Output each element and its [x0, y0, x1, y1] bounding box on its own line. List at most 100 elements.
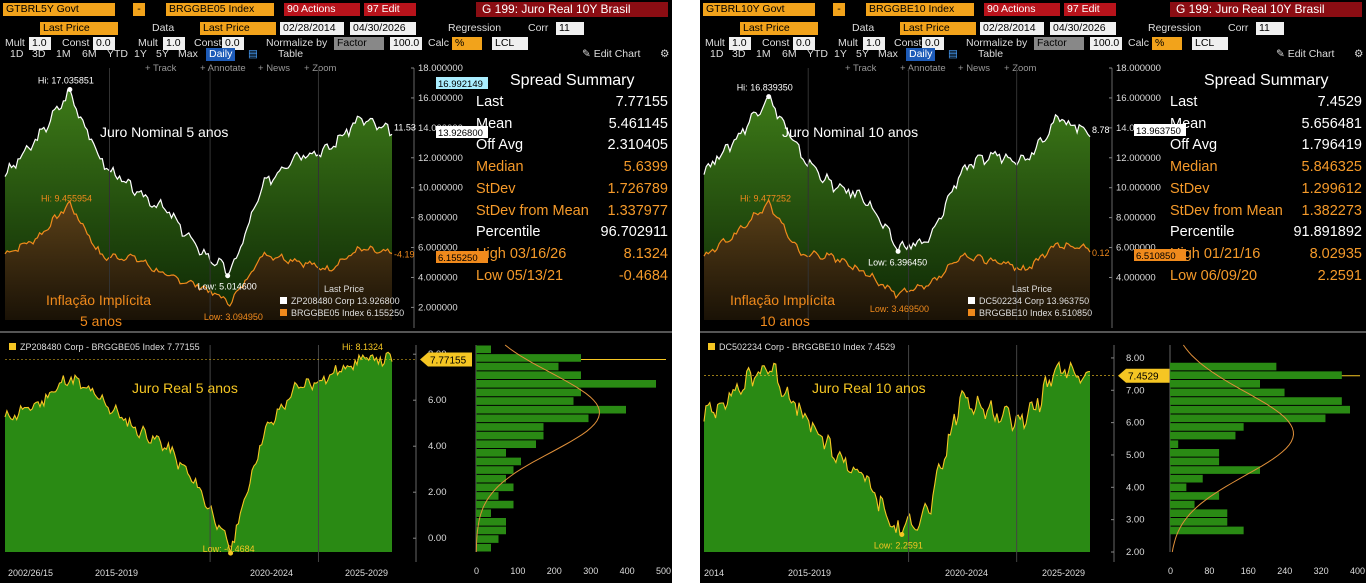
- hist-bar: [476, 354, 581, 362]
- chart-type-icon[interactable]: ▤: [248, 48, 258, 60]
- mult2-input[interactable]: 1.0: [863, 37, 885, 50]
- period-3d-button[interactable]: 3D: [32, 48, 46, 60]
- period-6m-button[interactable]: 6M: [82, 48, 97, 60]
- normalize-checkbox[interactable]: Normalize by: [966, 37, 1028, 49]
- gear-icon[interactable]: ⚙: [660, 48, 670, 60]
- period-1y-button[interactable]: 1Y: [134, 48, 147, 60]
- chart-type-icon[interactable]: ▤: [948, 48, 958, 60]
- mult-label: Mult: [705, 37, 725, 49]
- period-ytd-button[interactable]: YTD: [807, 48, 828, 60]
- hi-marker: [766, 94, 772, 100]
- lcl-select[interactable]: LCL: [492, 37, 528, 50]
- edit-chart-button[interactable]: ✎ Edit Chart: [582, 48, 641, 60]
- corr-input[interactable]: 11: [556, 22, 584, 35]
- factor-select[interactable]: Factor: [334, 37, 384, 50]
- regression-checkbox[interactable]: Regression: [1148, 22, 1202, 34]
- summary-label-6: Percentile: [1170, 224, 1235, 241]
- field2-select[interactable]: Last Price: [200, 22, 276, 35]
- inflation-area: [704, 200, 1090, 320]
- daily-select[interactable]: Daily: [206, 48, 236, 61]
- edit-button[interactable]: 97 Edit: [1064, 3, 1116, 16]
- ticker2-field[interactable]: BRGGBE10 Index: [866, 3, 974, 16]
- legend-entry: BRGGBE05 Index 6.155250: [291, 308, 404, 318]
- lcl-select[interactable]: LCL: [1192, 37, 1228, 50]
- daily-select[interactable]: Daily: [906, 48, 936, 61]
- hist-x-tick-label: 300: [583, 566, 598, 576]
- mult-input[interactable]: 1.0: [729, 37, 751, 50]
- edit-button[interactable]: 97 Edit: [364, 3, 416, 16]
- period-1m-button[interactable]: 1M: [56, 48, 71, 60]
- ticker1-field[interactable]: GTBRL5Y Govt: [3, 3, 115, 16]
- date-end-input[interactable]: 04/30/2026: [1050, 22, 1116, 35]
- gear-icon[interactable]: ⚙: [1354, 48, 1364, 60]
- upper-chart[interactable]: 18.00000016.00000014.00000012.00000010.0…: [0, 0, 672, 340]
- corr-input[interactable]: 11: [1256, 22, 1284, 35]
- lower-y-tick-label: 6.00: [428, 395, 447, 406]
- normalize-checkbox[interactable]: Normalize by: [266, 37, 328, 49]
- tool-track-button[interactable]: + Track: [145, 63, 177, 74]
- inflation-annotation-1: Inflação Implícita: [46, 292, 151, 308]
- calc-select[interactable]: %: [1152, 37, 1182, 50]
- ticker-dropdown[interactable]: -: [833, 3, 845, 16]
- x-tick-label: 2015-2019: [788, 568, 831, 578]
- edit-chart-button[interactable]: ✎ Edit Chart: [1276, 48, 1335, 60]
- table-button[interactable]: Table: [278, 48, 304, 60]
- lower-chart[interactable]: ZP208480 Corp - BRGGBE05 Index 7.77155 Ju…: [0, 0, 672, 583]
- x-tick-label: 2025-2029: [1042, 568, 1085, 578]
- upper-chart[interactable]: 18.00000016.00000014.00000012.00000010.0…: [700, 0, 1366, 340]
- ticker-dropdown[interactable]: -: [133, 3, 145, 16]
- tool-news-button[interactable]: + News: [258, 63, 290, 74]
- field2-select[interactable]: Last Price: [900, 22, 976, 35]
- date-end-input[interactable]: 04/30/2026: [350, 22, 416, 35]
- tool-track-button[interactable]: + Track: [845, 63, 877, 74]
- period-toolbar: 1D 3D 1M 6M YTD 1Y 5Y Max Daily ▤ Table ✎ Edit …: [700, 48, 1366, 61]
- field1-select[interactable]: Last Price: [740, 22, 818, 35]
- date-start-input[interactable]: 02/28/2014: [280, 22, 344, 35]
- ticker2-field[interactable]: BRGGBE05 Index: [166, 3, 274, 16]
- lower-low-label: Low: -0.4684: [203, 544, 255, 554]
- tool-news-button[interactable]: + News: [958, 63, 990, 74]
- period-1d-button[interactable]: 1D: [710, 48, 724, 60]
- const-input[interactable]: 0.0: [93, 37, 115, 50]
- date-start-input[interactable]: 02/28/2014: [980, 22, 1044, 35]
- const-input[interactable]: 0.0: [793, 37, 815, 50]
- hi2-label: Hi: 9.455954: [41, 193, 92, 203]
- actions-button[interactable]: 90 Actions: [284, 3, 360, 16]
- period-ytd-button[interactable]: YTD: [107, 48, 128, 60]
- const2-input[interactable]: 0.0: [922, 37, 944, 50]
- mult2-input[interactable]: 1.0: [163, 37, 185, 50]
- tool-annotate-button[interactable]: + Annotate: [900, 63, 946, 74]
- period-3d-button[interactable]: 3D: [732, 48, 746, 60]
- period-1y-button[interactable]: 1Y: [834, 48, 847, 60]
- tool-annotate-button[interactable]: + Annotate: [200, 63, 246, 74]
- calc-select[interactable]: %: [452, 37, 482, 50]
- hist-x-tick-label: 500: [656, 566, 671, 576]
- factor-input[interactable]: 100.0: [1090, 37, 1122, 50]
- value-tag: [436, 126, 488, 138]
- period-max-button[interactable]: Max: [878, 48, 898, 60]
- period-1d-button[interactable]: 1D: [10, 48, 24, 60]
- mult-input[interactable]: 1.0: [29, 37, 51, 50]
- factor-select[interactable]: Factor: [1034, 37, 1084, 50]
- ticker1-field[interactable]: GTBRL10Y Govt: [703, 3, 815, 16]
- real-rate-area: [5, 352, 392, 554]
- period-6m-button[interactable]: 6M: [782, 48, 797, 60]
- tool-zoom-button[interactable]: + Zoom: [304, 63, 337, 74]
- data-label: Data: [852, 22, 875, 34]
- hist-x-tick-label: 0: [1168, 566, 1173, 576]
- period-1m-button[interactable]: 1M: [756, 48, 771, 60]
- table-button[interactable]: Table: [978, 48, 1004, 60]
- last-value-tag: [420, 352, 472, 367]
- lower-chart[interactable]: DC502234 Corp - BRGGBE10 Index 7.4529 Jur…: [700, 0, 1366, 583]
- field1-select[interactable]: Last Price: [40, 22, 118, 35]
- actions-button[interactable]: 90 Actions: [984, 3, 1060, 16]
- tool-zoom-button[interactable]: + Zoom: [1004, 63, 1037, 74]
- factor-input[interactable]: 100.0: [390, 37, 422, 50]
- period-5y-button[interactable]: 5Y: [156, 48, 169, 60]
- regression-checkbox[interactable]: Regression: [448, 22, 502, 34]
- period-5y-button[interactable]: 5Y: [856, 48, 869, 60]
- inflation-annotation-2: 10 anos: [760, 313, 810, 329]
- mult2-label: Mult: [138, 37, 158, 49]
- period-max-button[interactable]: Max: [178, 48, 198, 60]
- const2-input[interactable]: 0.0: [222, 37, 244, 50]
